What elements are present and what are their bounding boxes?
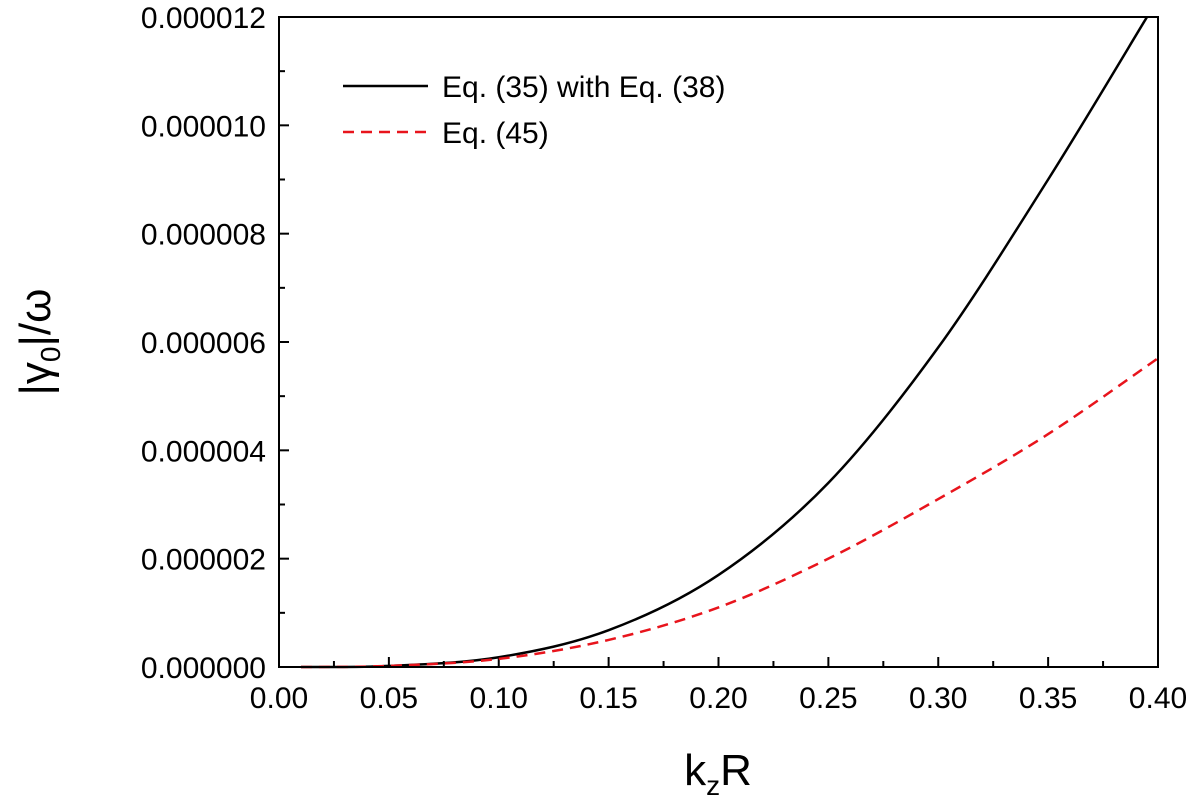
x-tick-label: 0.20	[689, 682, 747, 715]
y-tick-label: 0.000012	[141, 2, 266, 35]
x-label-tail: R	[720, 746, 752, 795]
y-tick-label: 0.000010	[141, 110, 266, 143]
x-axis-label: kzR	[684, 746, 752, 801]
tick-labels: 0.00 0.05 0.10 0.15 0.20 0.25 0.30 0.35 0.40 0.00…	[141, 2, 1187, 715]
x-tick-label: 0.25	[799, 682, 857, 715]
x-tick-label: 0.15	[579, 682, 637, 715]
y-tick-label: 0.000004	[141, 435, 266, 468]
axis-ticks	[278, 16, 1159, 668]
series-line-2	[300, 357, 1159, 669]
x-tick-label: 0.05	[360, 682, 418, 715]
y-axis-label: |γ0|/ω	[11, 288, 66, 395]
x-label-main: k	[684, 746, 707, 795]
y-label-post: |/ω	[11, 288, 60, 346]
plot-frame	[278, 16, 1159, 668]
y-label-pre: |γ	[11, 362, 60, 395]
y-tick-label: 0.000006	[141, 327, 266, 360]
series-layer	[300, 16, 1159, 669]
x-tick-label: 0.30	[909, 682, 967, 715]
legend-label-2: Eq. (45)	[442, 117, 549, 150]
x-tick-label: 0.40	[1129, 682, 1187, 715]
x-label-sub: z	[706, 770, 720, 801]
legend: Eq. (35) with Eq. (38) Eq. (45)	[343, 71, 725, 150]
y-tick-label: 0.000000	[141, 652, 266, 685]
y-tick-label: 0.000002	[141, 544, 266, 577]
y-tick-label: 0.000008	[141, 219, 266, 252]
x-tick-label: 0.35	[1019, 682, 1077, 715]
y-label-sub: 0	[35, 347, 66, 363]
x-tick-label: 0.00	[250, 682, 308, 715]
x-tick-label: 0.10	[470, 682, 528, 715]
legend-label-1: Eq. (35) with Eq. (38)	[442, 71, 725, 104]
series-line-1	[300, 16, 1149, 669]
